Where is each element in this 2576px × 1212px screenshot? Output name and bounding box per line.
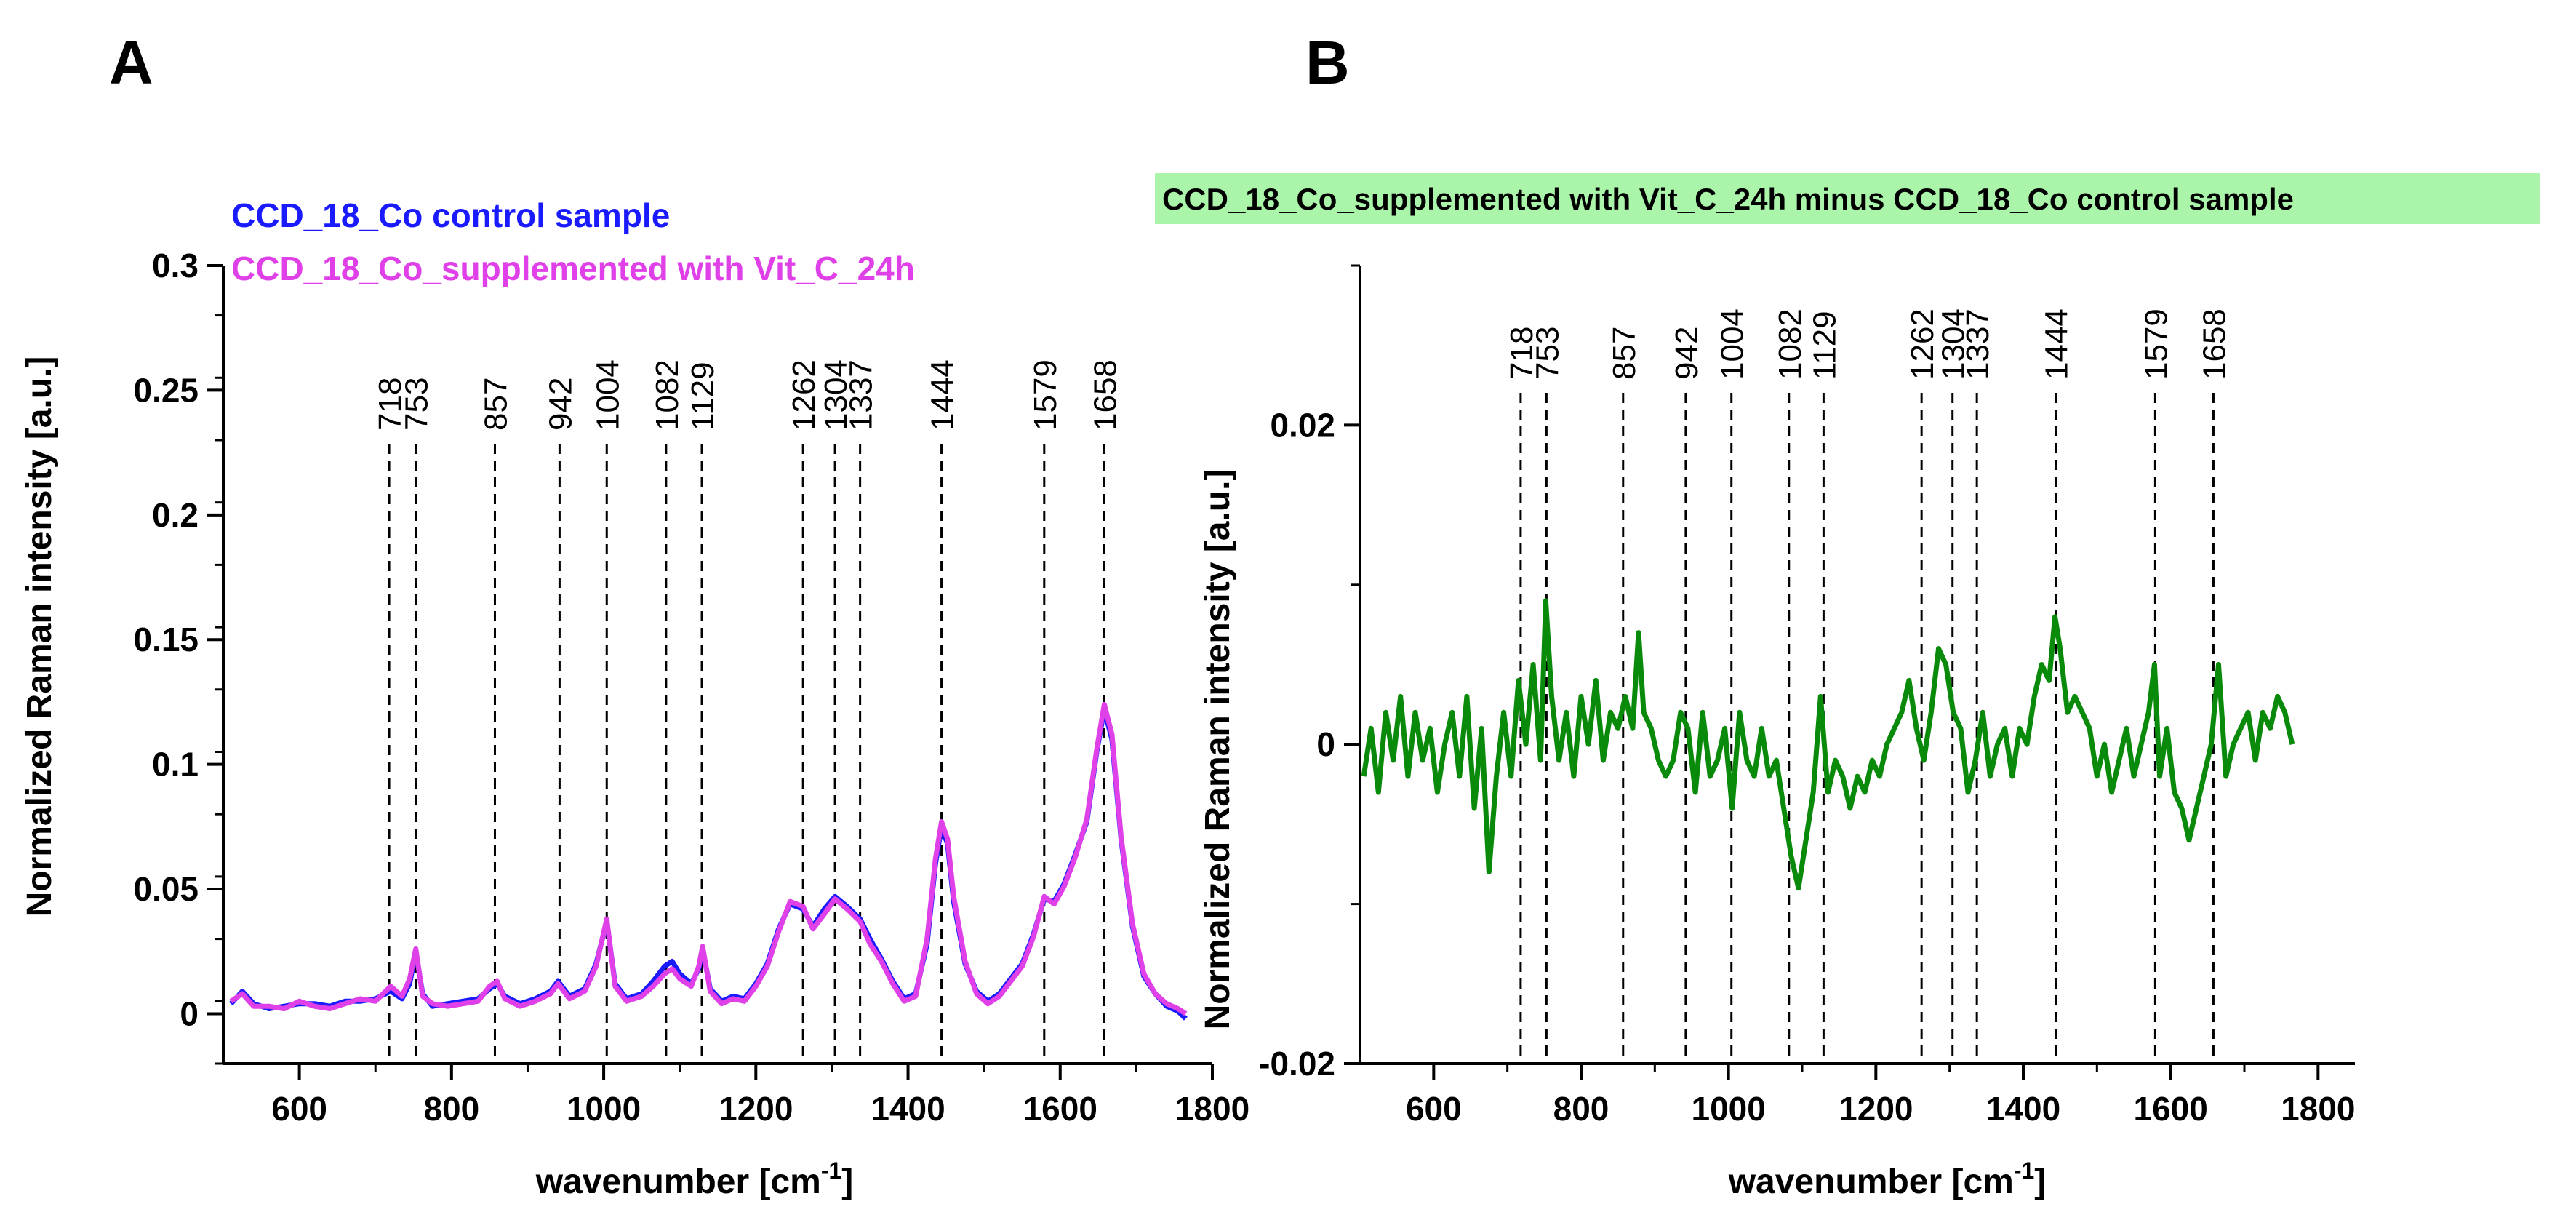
panel-a-y-axis-title: Normalized Raman intensity [a.u.] xyxy=(20,356,59,917)
panel-b-title: CCD_18_Co_supplemented with Vit_C_24h mi… xyxy=(1162,182,2294,216)
panel-b-y-tick-label: 0.02 xyxy=(1270,406,1335,444)
panel-a-x-tick-label: 1800 xyxy=(1175,1090,1249,1128)
panel-b-y-axis-title: Normalized Raman intensity [a.u.] xyxy=(1199,469,1237,1030)
panel-a-y-tick-label: 0.1 xyxy=(152,746,199,784)
panel-b-x-axis-title: wavenumber [cm-1] xyxy=(1728,1157,2047,1201)
panel-b-x-tick-label: 1400 xyxy=(1986,1090,2060,1128)
panel-a-peak-label: 1337 xyxy=(844,359,879,431)
panel-b-peak-label: 1129 xyxy=(1807,311,1842,380)
panel-b-x-tick-label: 600 xyxy=(1406,1090,1462,1128)
panel-a-y-tick-label: 0.15 xyxy=(133,621,199,658)
panel-a-x-tick-label: 1200 xyxy=(719,1090,793,1128)
panel-a-axes: 600 800 1000 1200 1400 1600 1800 0 0.05 0.1 0.15 0.… xyxy=(133,247,1249,1128)
panel-a-peak-label: 942 xyxy=(543,378,578,431)
panel-b-x-tick-label: 1000 xyxy=(1691,1090,1765,1128)
panel-b-peak-label: 718 xyxy=(1504,327,1540,380)
panel-a-y-tick-label: 0.05 xyxy=(133,870,199,908)
panel-b-x-tick-label: 1200 xyxy=(1839,1090,1913,1128)
panel-a-x-tick-label: 600 xyxy=(271,1090,327,1128)
panel-a-y-tick-label: 0 xyxy=(180,994,199,1032)
panel-a: A Normalized Raman intensity [a.u.] wave… xyxy=(20,28,1249,1201)
panel-a-peak-label: 1444 xyxy=(925,359,961,431)
panel-b-series-line-0 xyxy=(1361,598,2295,891)
panel-b-spectrum xyxy=(1361,598,2295,891)
panel-a-legend-control: CCD_18_Co control sample xyxy=(231,196,670,234)
panel-a-peak-label: 1004 xyxy=(590,359,625,431)
panel-a-legend-supplemented: CCD_18_Co_supplemented with Vit_C_24h xyxy=(231,250,915,287)
panel-b-peak-label: 753 xyxy=(1529,327,1565,380)
panel-a-x-axis-title: wavenumber [cm-1] xyxy=(535,1157,854,1201)
panel-a-peak-label: 1082 xyxy=(649,359,685,431)
panel-a-peak-label: 1262 xyxy=(786,359,822,431)
panel-a-letter: A xyxy=(109,28,153,97)
panel-a-x-tick-label: 1000 xyxy=(567,1090,641,1128)
panel-b: B CCD_18_Co_supplemented with Vit_C_24h … xyxy=(1155,28,2540,1201)
panel-a-peak-label: 1129 xyxy=(685,362,721,431)
panel-a-peak-label: 718 xyxy=(372,378,408,431)
panel-a-peak-label: 1579 xyxy=(1028,359,1063,431)
panel-a-series-line-1 xyxy=(229,701,1188,1016)
panel-b-axes: 600 800 1000 1200 1400 1600 1800 -0.02 0 0.02 xyxy=(1259,264,2356,1128)
panel-b-peak-label: 1304 xyxy=(1936,308,1972,380)
panel-b-peak-label: 1262 xyxy=(1905,308,1940,380)
panel-b-x-tick-label: 1800 xyxy=(2281,1090,2355,1128)
panel-b-letter: B xyxy=(1305,28,1350,97)
panel-b-peak-label: 1337 xyxy=(1960,308,1996,380)
panel-a-peak-label: 1658 xyxy=(1087,359,1123,431)
panel-a-peak-label: 753 xyxy=(399,378,435,431)
panel-a-spectra xyxy=(228,701,1188,1021)
panel-a-peak-label: 857 xyxy=(478,378,513,431)
panel-b-peak-label: 1579 xyxy=(2138,308,2174,380)
panel-b-title-banner xyxy=(1155,173,2540,224)
panel-b-peak-label: 1004 xyxy=(1715,308,1751,380)
panel-b-y-tick-label: -0.02 xyxy=(1259,1045,1335,1083)
panel-a-y-tick-label: 0.2 xyxy=(152,496,199,534)
panel-b-peak-label: 1082 xyxy=(1772,308,1808,380)
panel-b-x-tick-label: 1600 xyxy=(2133,1090,2207,1128)
panel-b-x-tick-label: 800 xyxy=(1553,1090,1609,1128)
panel-a-y-tick-label: 0.3 xyxy=(152,247,199,284)
panel-a-y-tick-label: 0.25 xyxy=(133,371,199,409)
panel-b-peak-label: 1444 xyxy=(2039,308,2075,380)
panel-b-peak-label: 857 xyxy=(1607,327,1642,380)
panel-a-x-tick-label: 800 xyxy=(423,1090,479,1128)
panel-b-peak-label: 1658 xyxy=(2196,308,2232,380)
panel-a-x-tick-label: 1400 xyxy=(871,1090,945,1128)
panel-a-x-tick-label: 1600 xyxy=(1023,1090,1097,1128)
panel-b-peak-label: 942 xyxy=(1669,327,1705,380)
panel-a-peak-label: 1304 xyxy=(818,359,854,431)
panel-b-y-tick-label: 0 xyxy=(1316,725,1335,763)
